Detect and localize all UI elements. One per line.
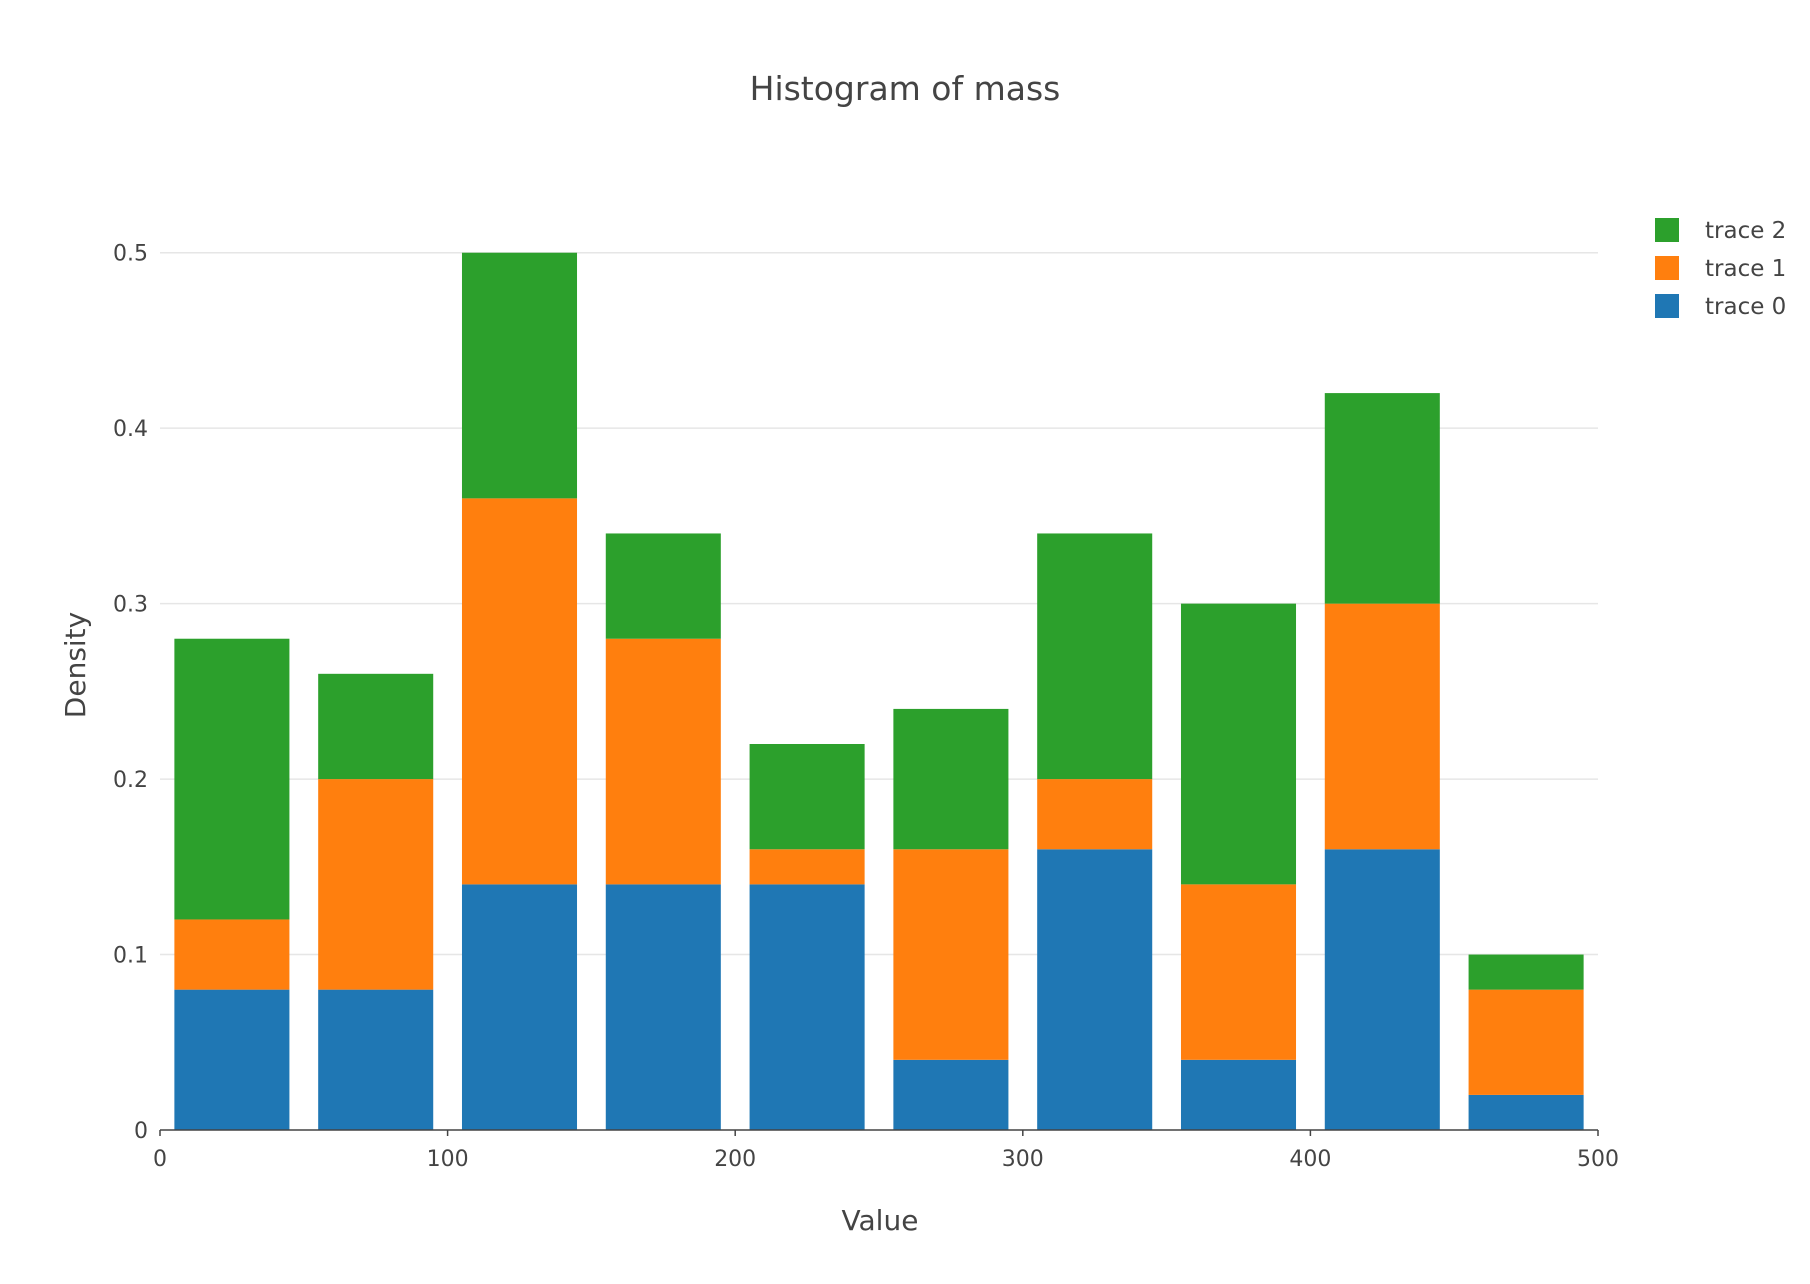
legend: trace 2 trace 1 trace 0 — [1655, 218, 1786, 320]
bar-trace-0 — [318, 989, 434, 1130]
y-tick-labels: 0 0.1 0.2 0.3 0.4 0.5 — [113, 242, 148, 1144]
y-tick-label: 0.1 — [113, 944, 148, 969]
legend-label: trace 1 — [1705, 256, 1786, 282]
legend-swatch — [1655, 218, 1679, 242]
bar-trace-2 — [605, 533, 721, 639]
bar-trace-0 — [1180, 1059, 1297, 1130]
legend-swatch — [1655, 256, 1679, 280]
bar-trace-0 — [1037, 849, 1153, 1130]
y-tick-label: 0.3 — [113, 593, 148, 618]
bar-trace-2 — [461, 252, 578, 499]
bar-trace-2 — [174, 638, 290, 920]
bar-trace-1 — [1037, 779, 1153, 850]
x-tick-label: 100 — [427, 1147, 469, 1172]
bar-trace-1 — [1180, 884, 1297, 1060]
bar-trace-1 — [893, 849, 1009, 1060]
chart-title: Histogram of mass — [750, 69, 1061, 108]
bar-trace-2 — [1037, 533, 1153, 780]
bar-trace-1 — [174, 919, 290, 990]
bar-trace-1 — [605, 638, 721, 885]
bar-trace-1 — [749, 849, 865, 885]
y-tick-label: 0.5 — [113, 242, 148, 267]
x-tick-label: 300 — [1002, 1147, 1044, 1172]
bar-trace-0 — [174, 989, 290, 1130]
bars-group — [174, 252, 1584, 1130]
bar-trace-2 — [749, 744, 865, 850]
bar-trace-0 — [1324, 849, 1440, 1130]
x-tick-label: 500 — [1577, 1147, 1619, 1172]
bar-trace-0 — [605, 884, 721, 1130]
bar-trace-0 — [461, 884, 578, 1130]
legend-item-trace-1[interactable]: trace 1 — [1655, 256, 1786, 282]
bar-trace-1 — [1324, 603, 1440, 850]
bar-trace-2 — [1468, 954, 1584, 990]
legend-label: trace 2 — [1705, 218, 1786, 244]
bar-trace-0 — [1468, 1094, 1584, 1130]
y-tick-label: 0.2 — [113, 768, 148, 793]
bar-trace-1 — [461, 498, 578, 885]
bar-trace-1 — [1468, 989, 1584, 1095]
legend-label: trace 0 — [1705, 294, 1786, 320]
bar-trace-0 — [893, 1059, 1009, 1130]
legend-item-trace-0[interactable]: trace 0 — [1655, 294, 1786, 320]
bar-trace-2 — [318, 673, 434, 780]
x-tick-labels: 0 100 200 300 400 500 — [153, 1130, 1619, 1172]
bar-trace-1 — [318, 779, 434, 990]
bar-trace-0 — [749, 884, 865, 1130]
x-tick-label: 400 — [1289, 1147, 1331, 1172]
legend-item-trace-2[interactable]: trace 2 — [1655, 218, 1786, 244]
x-tick-label: 0 — [153, 1147, 167, 1172]
bar-trace-2 — [1324, 393, 1440, 604]
y-tick-label: 0.4 — [113, 417, 148, 442]
bar-trace-2 — [1180, 603, 1297, 885]
legend-swatch — [1655, 294, 1679, 318]
bar-trace-2 — [893, 708, 1009, 850]
x-tick-label: 200 — [714, 1147, 756, 1172]
y-tick-label: 0 — [134, 1119, 148, 1144]
y-axis-title: Density — [59, 612, 92, 718]
x-axis-title: Value — [842, 1204, 919, 1237]
